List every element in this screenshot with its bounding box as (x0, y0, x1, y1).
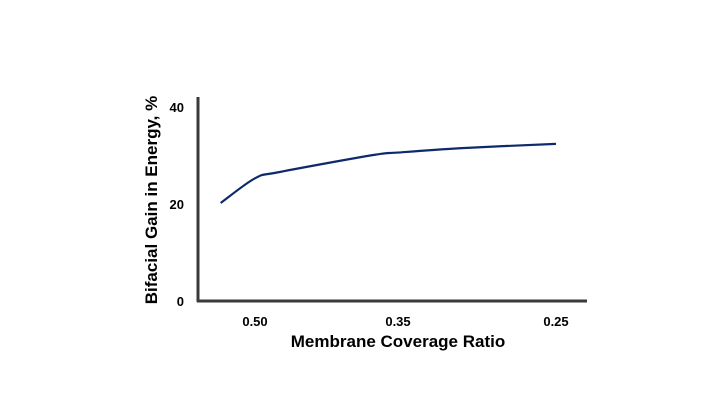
y-tick-label: 40 (170, 100, 184, 115)
y-tick-label: 0 (177, 294, 184, 309)
x-tick-label: 0.50 (242, 314, 267, 329)
y-axis-title: Bifacial Gain in Energy, % (142, 96, 161, 304)
x-axis-title: Membrane Coverage Ratio (291, 332, 505, 351)
x-tick-label: 0.25 (543, 314, 568, 329)
series-line-0 (220, 142, 557, 204)
y-tick-label: 20 (170, 197, 184, 212)
x-tick-label: 0.35 (385, 314, 410, 329)
